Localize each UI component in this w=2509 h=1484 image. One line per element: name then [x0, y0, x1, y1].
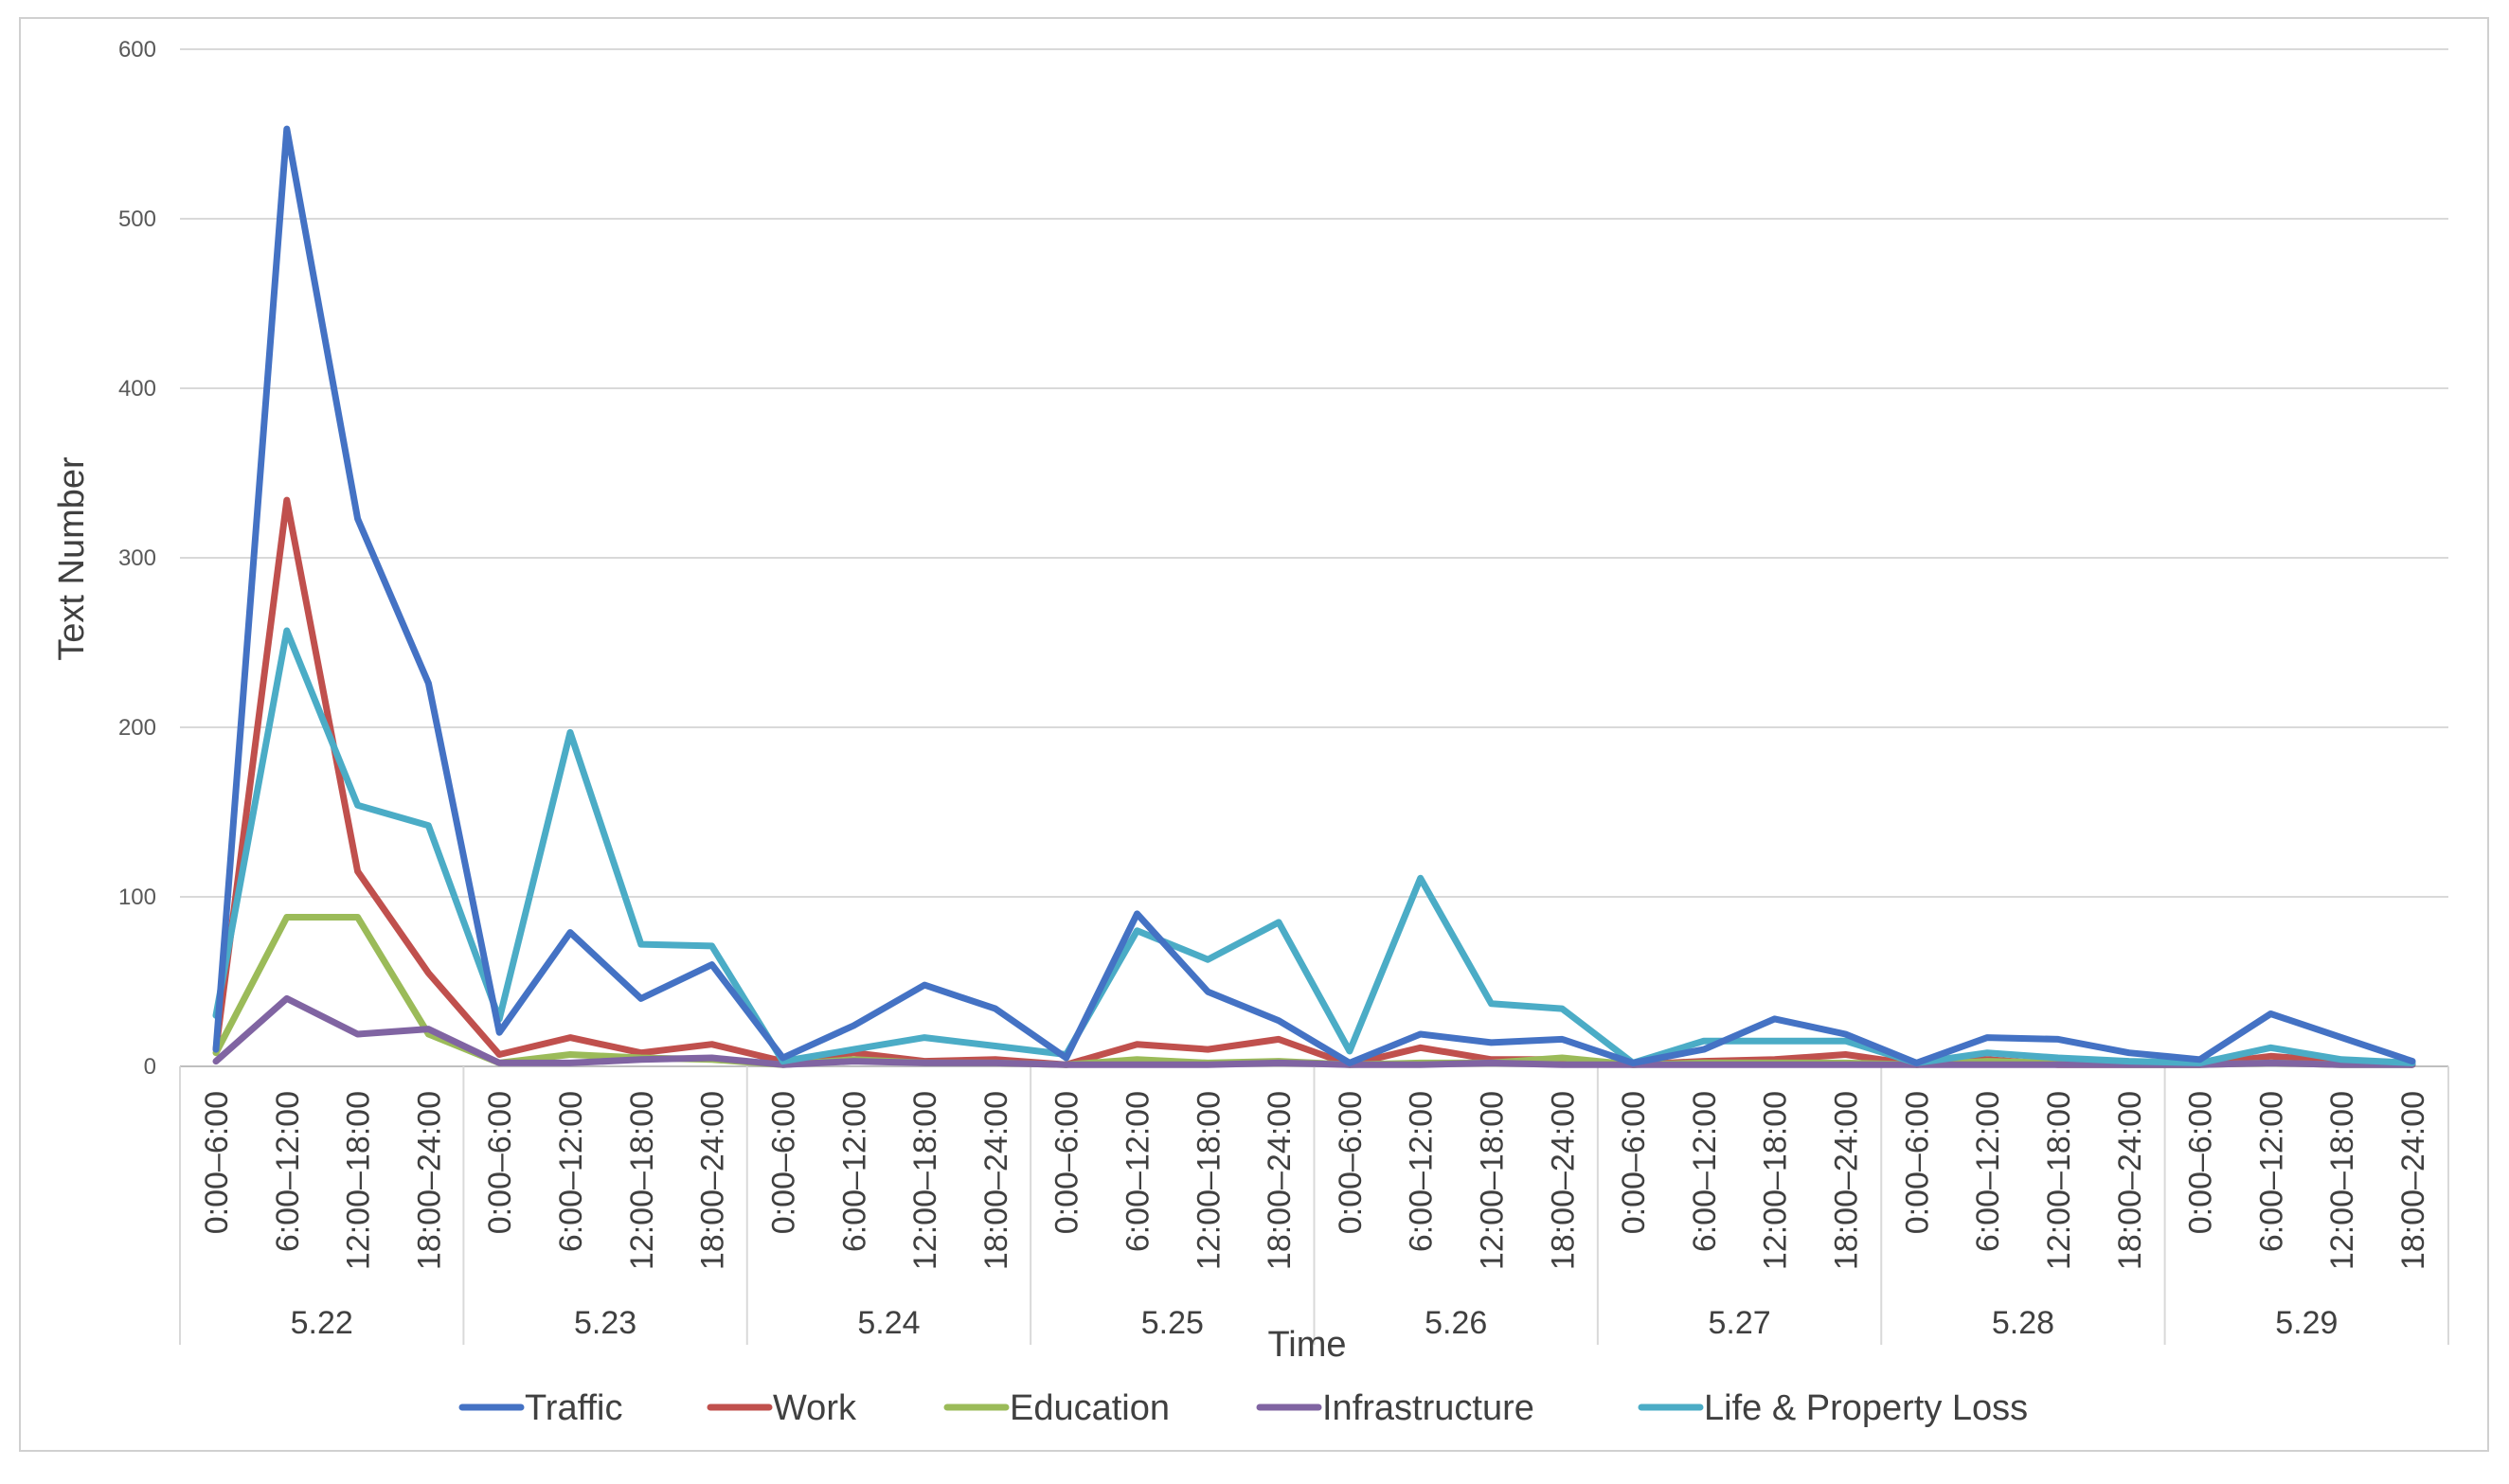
- x-tick-label: 18:00–24:00: [2395, 1091, 2431, 1270]
- day-label: 5.29: [2275, 1305, 2338, 1341]
- legend-label: Infrastructure: [1322, 1388, 1534, 1428]
- chart-frame: [19, 17, 2489, 1452]
- series-lines: [212, 125, 2416, 1068]
- x-tick-label: 6:00–12:00: [836, 1091, 872, 1252]
- x-tick-label: 0:00–6:00: [1333, 1091, 1369, 1234]
- x-tick-label: 18:00–24:00: [978, 1091, 1014, 1270]
- x-tick-label: 12:00–18:00: [341, 1091, 377, 1270]
- y-tick-label: 300: [118, 545, 156, 571]
- gridlines: [180, 48, 2448, 1067]
- x-tick-label: 0:00–6:00: [1899, 1091, 1935, 1234]
- x-tick-label: 6:00–12:00: [2253, 1091, 2289, 1252]
- x-tick-label: 0:00–6:00: [482, 1091, 518, 1234]
- day-label: 5.27: [1708, 1305, 1770, 1341]
- x-tick-label: 6:00–12:00: [1404, 1091, 1440, 1252]
- legend-label: Life & Property Loss: [1704, 1388, 2028, 1428]
- x-tick-label: 12:00–18:00: [2041, 1091, 2077, 1270]
- legend-label: Work: [773, 1388, 857, 1428]
- series-line-life-property-loss: [212, 627, 2416, 1066]
- x-tick-label: 18:00–24:00: [2112, 1091, 2148, 1270]
- x-tick-label: 12:00–18:00: [1191, 1091, 1227, 1270]
- x-tick-label: 0:00–6:00: [199, 1091, 235, 1234]
- y-tick-label: 200: [118, 715, 156, 741]
- x-tick-label: 18:00–24:00: [1545, 1091, 1581, 1270]
- x-tick-label: 12:00–18:00: [624, 1091, 660, 1270]
- legend: Traffic Work Education Infrastructure Life &…: [458, 1388, 2028, 1428]
- x-tick-label: 18:00–24:00: [411, 1091, 447, 1270]
- y-tick-label: 0: [144, 1054, 156, 1080]
- day-label: 5.22: [291, 1305, 353, 1341]
- y-axis-ticks: 0 100 200 300 400 500 600: [118, 37, 156, 1080]
- series-line-traffic: [212, 125, 2416, 1066]
- x-tick-label: 6:00–12:00: [1120, 1091, 1156, 1252]
- series-line-infrastructure: [212, 994, 2416, 1068]
- y-axis-title: Text Number: [52, 456, 92, 661]
- x-tick-label: 12:00–18:00: [1758, 1091, 1794, 1270]
- day-label: 5.26: [1425, 1305, 1487, 1341]
- x-tick-label: 6:00–12:00: [553, 1091, 589, 1252]
- x-tick-label: 6:00–12:00: [1687, 1091, 1723, 1252]
- x-tick-label: 0:00–6:00: [2183, 1091, 2219, 1234]
- day-label: 5.23: [574, 1305, 636, 1341]
- x-tick-label: 18:00–24:00: [1829, 1091, 1865, 1270]
- x-tick-label: 12:00–18:00: [907, 1091, 943, 1270]
- x-tick-label: 6:00–12:00: [1970, 1091, 2006, 1252]
- day-label: 5.25: [1141, 1305, 1204, 1341]
- x-axis-categories: 0:00–6:00 6:00–12:00 12:00–18:00 18:00–24:0…: [179, 1066, 2449, 1345]
- x-tick-label: 12:00–18:00: [1475, 1091, 1511, 1270]
- x-tick-label: 0:00–6:00: [1049, 1091, 1085, 1234]
- y-tick-label: 500: [118, 206, 156, 232]
- x-tick-label: 12:00–18:00: [2324, 1091, 2360, 1270]
- y-tick-label: 400: [118, 376, 156, 402]
- y-tick-label: 100: [118, 885, 156, 910]
- x-tick-label: 0:00–6:00: [1616, 1091, 1652, 1234]
- y-tick-label: 600: [118, 37, 156, 63]
- x-tick-label: 18:00–24:00: [1262, 1091, 1298, 1270]
- day-label: 5.24: [857, 1305, 920, 1341]
- legend-label: Traffic: [525, 1388, 622, 1428]
- x-axis-title: Time: [1267, 1325, 1346, 1365]
- x-tick-label: 0:00–6:00: [765, 1091, 801, 1234]
- legend-label: Education: [1010, 1388, 1170, 1428]
- x-tick-label: 6:00–12:00: [270, 1091, 306, 1252]
- x-tick-label: 18:00–24:00: [695, 1091, 731, 1270]
- day-label: 5.28: [1992, 1305, 2054, 1341]
